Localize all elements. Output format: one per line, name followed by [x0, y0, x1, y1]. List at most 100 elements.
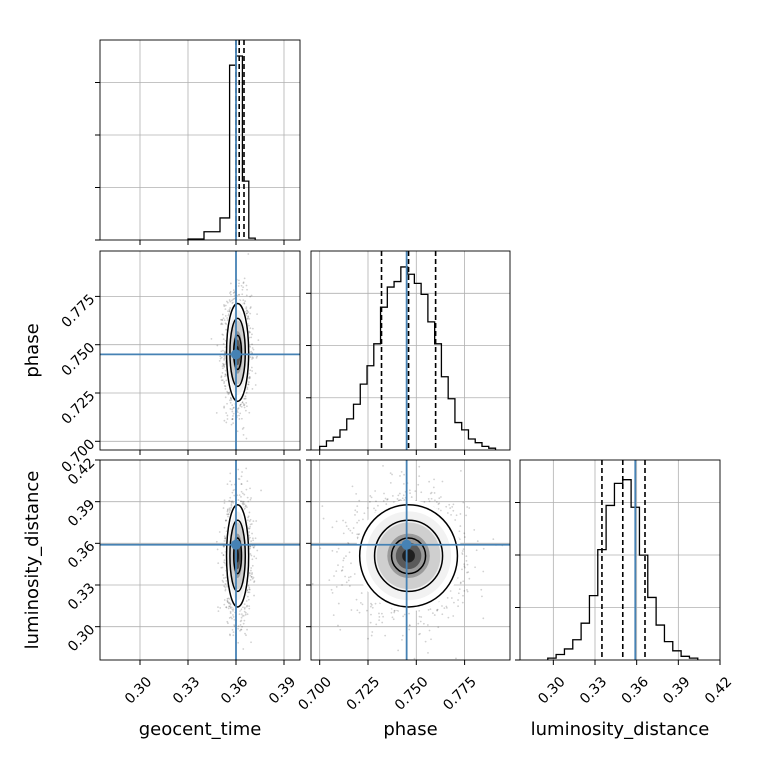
panel-content	[319, 251, 497, 450]
panel-content	[100, 460, 300, 660]
sample-point	[230, 606, 232, 609]
sample-point	[351, 532, 354, 534]
x-tick-label: 0.30	[535, 674, 568, 707]
sample-point	[220, 356, 223, 359]
sample-point	[304, 599, 306, 601]
sample-point	[473, 529, 476, 531]
sample-point	[239, 623, 242, 626]
sample-point	[400, 470, 403, 473]
sample-point	[246, 405, 248, 408]
sample-point	[223, 359, 226, 361]
sample-point	[225, 300, 228, 303]
sample-point	[226, 510, 229, 513]
sample-point	[446, 596, 449, 599]
sample-point	[223, 363, 225, 366]
sample-point	[210, 337, 213, 340]
sample-point	[241, 500, 244, 503]
sample-point	[250, 554, 253, 557]
sample-point	[236, 411, 239, 414]
sample-point	[459, 525, 462, 527]
sample-point	[228, 508, 231, 511]
sample-point	[243, 610, 246, 613]
x-tick-label: 0.725	[344, 674, 384, 714]
sample-point	[222, 507, 225, 509]
sample-point	[225, 328, 227, 331]
sample-point	[223, 380, 226, 383]
sample-point	[240, 500, 243, 503]
sample-point	[230, 501, 233, 504]
sample-point	[221, 319, 224, 321]
sample-point	[227, 513, 229, 516]
sample-point	[226, 317, 229, 319]
sample-point	[343, 557, 345, 560]
sample-point	[434, 499, 436, 502]
panel-content	[100, 251, 300, 450]
sample-point	[223, 535, 226, 538]
sample-point	[458, 530, 461, 533]
sample-point	[222, 581, 225, 583]
sample-point	[218, 531, 221, 533]
y-tick-label: 0.33	[65, 580, 98, 613]
y-tick-label: 0.39	[65, 497, 98, 530]
sample-point	[223, 502, 226, 504]
sample-point	[482, 617, 485, 620]
sample-point	[229, 293, 232, 296]
sample-point	[230, 504, 233, 507]
sample-point	[247, 584, 250, 587]
sample-point	[249, 579, 252, 581]
sample-point	[356, 609, 359, 612]
sample-point	[432, 486, 435, 489]
sample-point	[461, 568, 463, 571]
sample-point	[247, 598, 250, 601]
sample-point	[241, 288, 244, 291]
sample-point	[237, 477, 240, 480]
sample-point	[252, 539, 255, 542]
sample-point	[333, 575, 335, 577]
x-tick-label: 0.36	[218, 674, 251, 707]
sample-point	[243, 607, 246, 610]
sample-point	[217, 606, 219, 609]
y-axis-title-luminosity_distance: luminosity_distance	[22, 471, 43, 650]
sample-point	[220, 376, 223, 379]
sample-point	[232, 616, 235, 618]
sample-point	[414, 490, 417, 493]
sample-point	[247, 311, 250, 314]
sample-point	[231, 418, 234, 421]
sample-point	[230, 399, 233, 401]
sample-point	[233, 291, 236, 294]
sample-point	[236, 430, 239, 433]
sample-point	[219, 357, 222, 360]
sample-point	[260, 489, 262, 492]
sample-point	[399, 475, 401, 477]
sample-point	[244, 507, 246, 510]
sample-point	[251, 537, 254, 540]
sample-point	[222, 317, 225, 320]
sample-point	[374, 602, 377, 605]
sample-point	[238, 478, 241, 480]
sample-point	[245, 488, 248, 491]
sample-point	[335, 520, 338, 523]
sample-point	[232, 412, 235, 415]
sample-point	[217, 562, 220, 565]
sample-point	[220, 350, 223, 353]
sample-point	[398, 499, 401, 502]
sample-point	[377, 504, 379, 507]
sample-point	[451, 506, 454, 508]
sample-point	[243, 493, 246, 496]
sample-point	[227, 393, 230, 396]
sample-point	[460, 469, 462, 472]
sample-point	[335, 570, 338, 572]
sample-point	[245, 605, 248, 608]
sample-point	[408, 624, 411, 627]
truth-marker	[231, 349, 241, 360]
sample-point	[240, 417, 243, 420]
sample-point	[244, 611, 247, 614]
sample-point	[224, 588, 227, 591]
sample-point	[350, 562, 352, 565]
sample-point	[249, 345, 251, 348]
sample-point	[441, 605, 443, 607]
sample-point	[247, 515, 250, 518]
panel-content	[304, 460, 510, 660]
sample-point	[349, 529, 352, 532]
sample-point	[370, 613, 372, 616]
